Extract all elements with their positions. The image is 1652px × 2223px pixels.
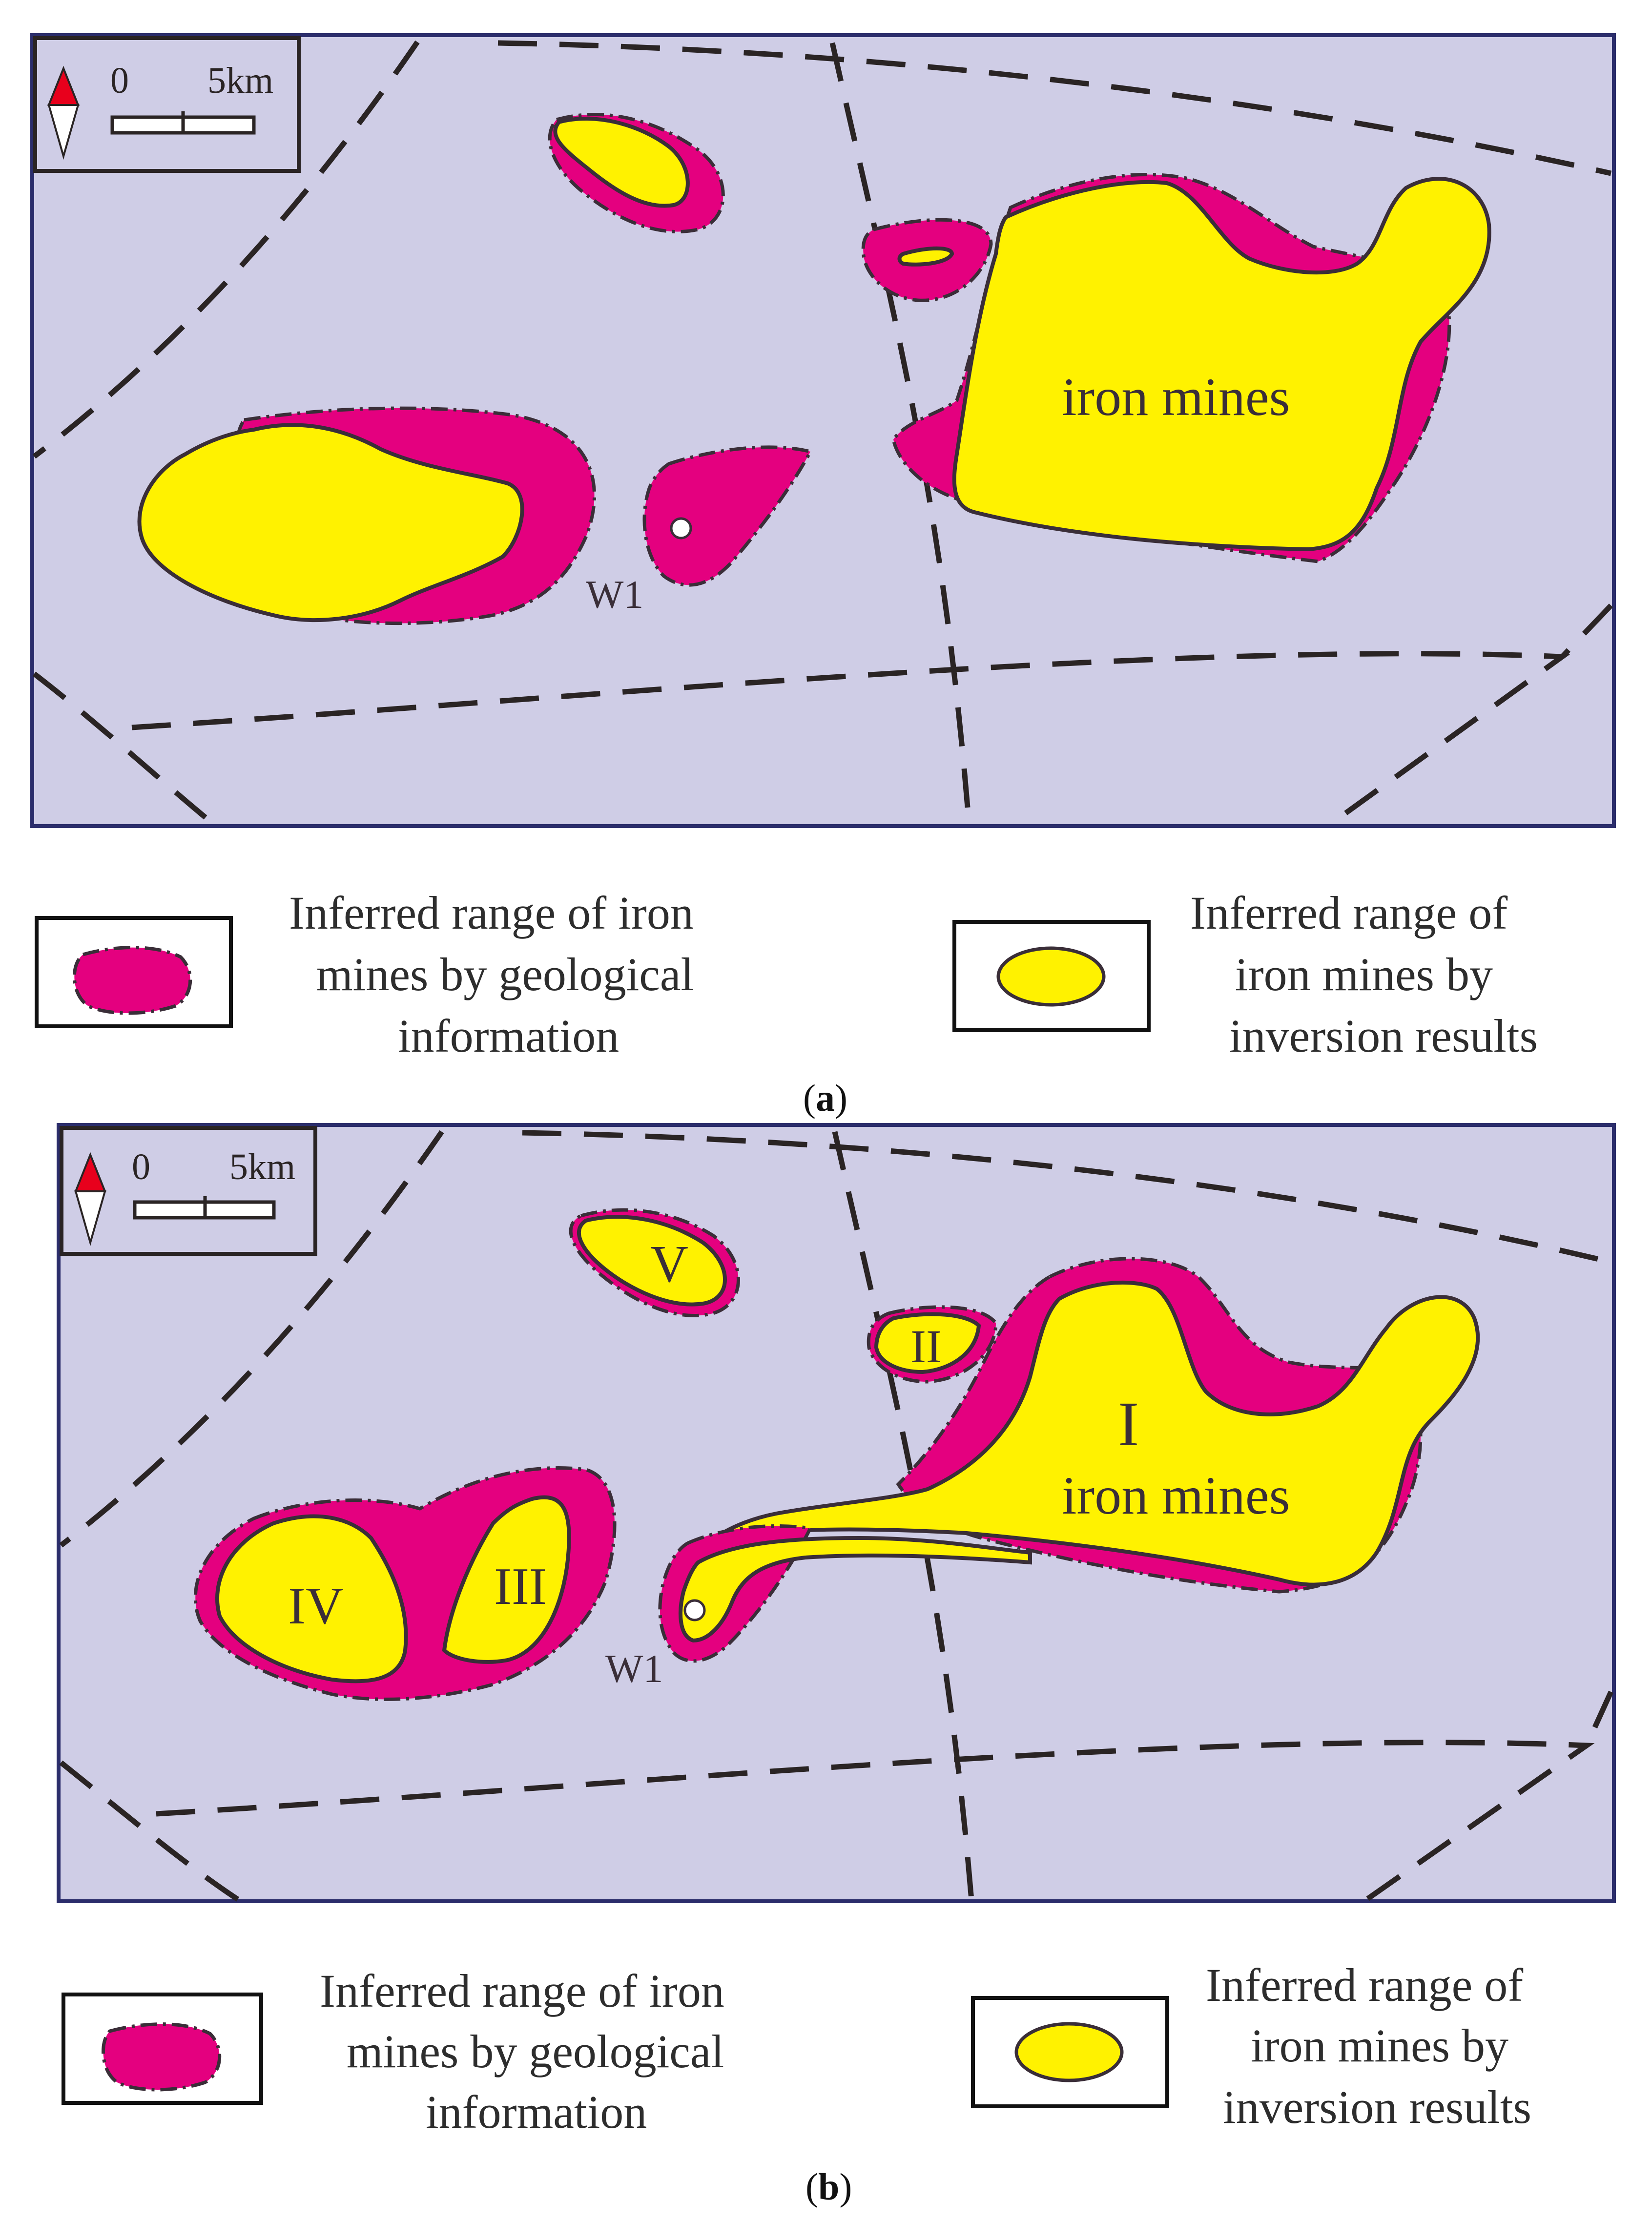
inversion-range-large (952, 177, 1491, 552)
legend-geological-line-2: mines by geological (316, 948, 694, 1000)
fault-lines (59, 1130, 1614, 1903)
inversion-range-small-left (897, 246, 954, 267)
ore-label-iron-mines: iron mines (1062, 1466, 1290, 1525)
legend-geological-line-2: mines by geological (347, 2025, 724, 2078)
ore-label-iv: IV (288, 1577, 344, 1635)
legend-geological-line-1: Inferred range of iron (289, 887, 694, 939)
legend-geological-line-3: information (398, 1010, 619, 1062)
scale-box: 0 5km (60, 1126, 317, 1256)
scale-end: 5km (207, 60, 273, 101)
panel-a-map: 0 5km iron mines W1 (30, 33, 1616, 828)
scale-box: 0 5km (33, 36, 301, 173)
inversion-range-v (577, 1215, 727, 1307)
legend-geological-line-1: Inferred range of iron (320, 1965, 724, 2017)
inversion-range-ii (874, 1312, 981, 1374)
svg-text:(a): (a) (803, 1077, 847, 1119)
well-label: W1 (605, 1646, 663, 1691)
legend-geological-line-3: information (426, 2086, 647, 2138)
legend-inversion-line-1: Inferred range of (1190, 887, 1507, 939)
legend-inversion-line-3: inversion results (1229, 1010, 1538, 1062)
panel-b-map: 0 5km I iron mines II (57, 1123, 1616, 1903)
inversion-range-i (670, 1280, 1480, 1628)
panel-a-caption: (a) (803, 1077, 847, 1119)
map-labels: I iron mines II III IV V W1 (288, 1235, 1290, 1691)
legend-geological-swatch (72, 946, 192, 1015)
legend-inversion-swatch (996, 946, 1106, 1007)
scale-start: 0 (132, 1146, 150, 1187)
scale-start: 0 (110, 60, 129, 101)
south-arrow-icon (47, 104, 80, 160)
panel-b-caption: (b) (805, 2165, 852, 2208)
ore-label-iii: III (494, 1558, 547, 1616)
legend-inversion-line-3: inversion results (1223, 2081, 1531, 2133)
ore-bodies (193, 1208, 1480, 1701)
ore-label: iron mines (1062, 367, 1290, 427)
ore-label-v: V (650, 1235, 688, 1293)
ore-label-i: I (1118, 1389, 1139, 1459)
well-marker (683, 1599, 706, 1621)
south-arrow-icon (74, 1190, 106, 1247)
inversion-range-v (553, 117, 690, 208)
inversion-range-west (137, 423, 524, 622)
inversion-range-iii (442, 1495, 571, 1664)
ore-bodies (137, 112, 1491, 625)
map-labels: iron mines W1 (586, 367, 1290, 617)
inversion-range-tail (679, 1536, 1032, 1643)
ore-label-ii: II (910, 1320, 942, 1372)
inversion-range-iv (215, 1514, 408, 1683)
legend-inversion-line-2: iron mines by (1235, 948, 1493, 1000)
well-marker (670, 517, 692, 540)
legend-a: Inferred range of iron mines by geologic… (35, 887, 1538, 1062)
legend-b: Inferred range of iron mines by geologic… (62, 1959, 1531, 2138)
fault-lines (32, 40, 1613, 828)
legend-inversion-line-2: iron mines by (1251, 2019, 1508, 2072)
svg-text:(b): (b) (805, 2165, 852, 2208)
legend-inversion-swatch (1014, 2022, 1124, 2082)
legend-geological-swatch (102, 2022, 222, 2092)
scale-end: 5km (229, 1146, 295, 1187)
geological-range-w1 (642, 445, 813, 587)
legend-inversion-line-1: Inferred range of (1206, 1959, 1523, 2011)
well-label: W1 (586, 572, 643, 617)
